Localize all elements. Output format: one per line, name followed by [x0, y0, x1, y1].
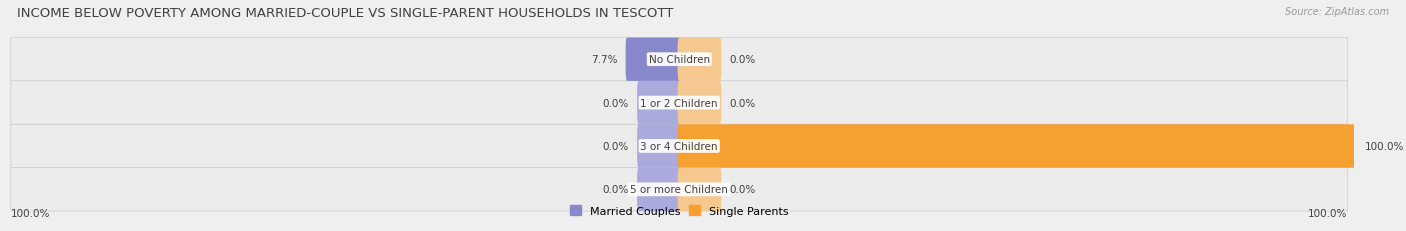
- FancyBboxPatch shape: [678, 168, 721, 211]
- FancyBboxPatch shape: [11, 125, 1348, 168]
- Text: 100.0%: 100.0%: [1364, 141, 1403, 151]
- FancyBboxPatch shape: [637, 82, 681, 125]
- Text: Source: ZipAtlas.com: Source: ZipAtlas.com: [1285, 7, 1389, 17]
- FancyBboxPatch shape: [678, 82, 721, 125]
- FancyBboxPatch shape: [637, 125, 681, 168]
- Text: 5 or more Children: 5 or more Children: [630, 185, 728, 195]
- FancyBboxPatch shape: [11, 38, 1348, 82]
- Text: 1 or 2 Children: 1 or 2 Children: [641, 98, 718, 108]
- Text: 100.0%: 100.0%: [1308, 208, 1347, 218]
- Text: INCOME BELOW POVERTY AMONG MARRIED-COUPLE VS SINGLE-PARENT HOUSEHOLDS IN TESCOTT: INCOME BELOW POVERTY AMONG MARRIED-COUPL…: [17, 7, 673, 20]
- FancyBboxPatch shape: [678, 38, 721, 82]
- Text: 0.0%: 0.0%: [602, 185, 628, 195]
- Text: 0.0%: 0.0%: [730, 98, 756, 108]
- Text: 0.0%: 0.0%: [730, 185, 756, 195]
- FancyBboxPatch shape: [637, 168, 681, 211]
- Text: 100.0%: 100.0%: [11, 208, 51, 218]
- Text: 0.0%: 0.0%: [602, 141, 628, 151]
- Text: 0.0%: 0.0%: [730, 55, 756, 65]
- Text: 0.0%: 0.0%: [602, 98, 628, 108]
- FancyBboxPatch shape: [11, 168, 1348, 211]
- Text: No Children: No Children: [648, 55, 710, 65]
- Text: 3 or 4 Children: 3 or 4 Children: [641, 141, 718, 151]
- FancyBboxPatch shape: [626, 38, 681, 82]
- FancyBboxPatch shape: [678, 125, 1355, 168]
- FancyBboxPatch shape: [11, 82, 1348, 125]
- Text: 7.7%: 7.7%: [591, 55, 617, 65]
- Legend: Married Couples, Single Parents: Married Couples, Single Parents: [569, 205, 789, 216]
